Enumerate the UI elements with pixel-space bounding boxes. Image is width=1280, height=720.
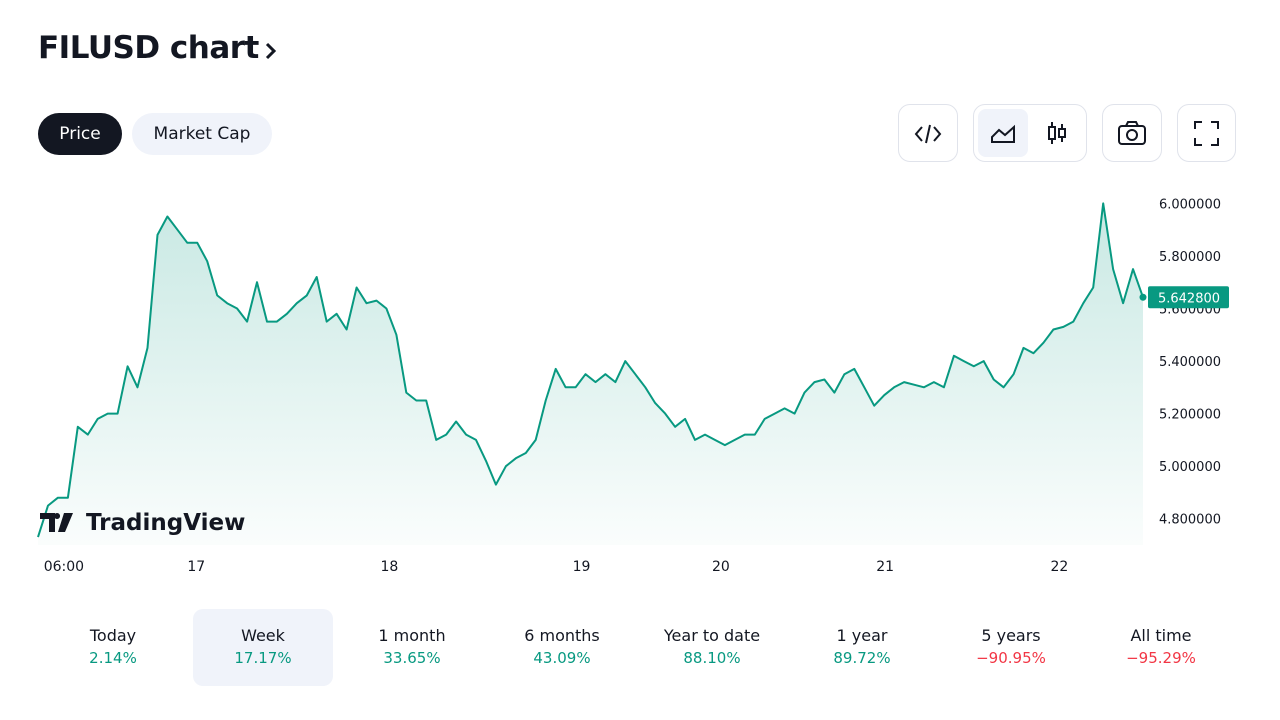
y-tick-label: 4.800000: [1159, 513, 1221, 528]
y-tick-label: 5.000000: [1159, 460, 1221, 475]
chevron: [265, 42, 276, 59]
x-tick-label: 19: [573, 559, 591, 575]
tab-market-cap[interactable]: Market Cap: [132, 113, 272, 155]
y-tick-label: 6.000000: [1159, 197, 1221, 212]
period-change: −95.29%: [1126, 649, 1196, 667]
period-change: −90.95%: [976, 649, 1046, 667]
period-label: 6 months: [524, 626, 600, 645]
area-style-button[interactable]: [978, 109, 1028, 157]
period-change: 2.14%: [89, 649, 137, 667]
period-label: Today: [89, 626, 137, 645]
x-tick-label: 06:00: [44, 559, 84, 575]
period-change: 88.10%: [683, 649, 741, 667]
last-price: 5.642800: [1139, 286, 1229, 309]
tradingview-logo: TradingView: [40, 510, 245, 536]
period-button[interactable]: All time −95.29%: [1091, 609, 1231, 686]
chart-style-group: [973, 104, 1087, 162]
period-label: 5 years: [981, 626, 1041, 645]
icon: [991, 124, 1015, 143]
x-tick-label: 21: [876, 559, 894, 575]
period-change: 89.72%: [833, 649, 891, 667]
period-button[interactable]: 6 months 43.09%: [492, 609, 632, 686]
icon: [1118, 121, 1146, 145]
area-fill: [38, 203, 1143, 545]
chart: 22 21 20 19 18 17 06:00 6.000000 5.800000 5.60000…: [37, 197, 1229, 575]
period-label: Year to date: [663, 626, 761, 645]
y-tick-label: 5.800000: [1159, 250, 1221, 265]
period-button[interactable]: Year to date 88.10%: [642, 609, 782, 686]
period-label: 1 month: [378, 626, 446, 645]
y-tick-label: 5.200000: [1159, 408, 1221, 423]
x-tick-label: 18: [380, 559, 398, 575]
title: FILUSD chart: [38, 30, 259, 66]
period-change: 17.17%: [234, 649, 292, 667]
icon: [1048, 122, 1066, 144]
fullscreen-button[interactable]: [1177, 104, 1236, 162]
icon: [914, 124, 942, 144]
last-price-tag: [1148, 286, 1229, 309]
watermark: TradingView: [86, 510, 245, 536]
last-price-dot: [1139, 293, 1147, 301]
period-button[interactable]: 5 years −90.95%: [941, 609, 1081, 686]
x-tick-label: 22: [1050, 559, 1068, 575]
period-button[interactable]: Week 17.17%: [193, 609, 333, 686]
period-change: 33.65%: [383, 649, 441, 667]
embed-button[interactable]: [898, 104, 958, 162]
last-price-label: 5.642800: [1158, 291, 1220, 306]
x-tick-label: 20: [712, 559, 730, 575]
y-tick-label: 5.600000: [1159, 303, 1221, 318]
period-label: All time: [1130, 626, 1192, 645]
period-label: Week: [241, 626, 285, 645]
period-button[interactable]: Today 2.14%: [43, 609, 183, 686]
price-line: [37, 202, 1144, 538]
period-change: 43.09%: [533, 649, 591, 667]
title-row[interactable]: FILUSD chart: [38, 30, 281, 66]
x-tick-label: 17: [187, 559, 205, 575]
y-tick-label: 5.400000: [1159, 355, 1221, 370]
period-label: 1 year: [836, 626, 888, 645]
tab-price[interactable]: Price: [38, 113, 122, 155]
period-button[interactable]: 1 year 89.72%: [792, 609, 932, 686]
period-button[interactable]: 1 month 33.65%: [342, 609, 482, 686]
snapshot-button[interactable]: [1102, 104, 1162, 162]
candle-style-button[interactable]: [1032, 109, 1082, 157]
icon: [1194, 121, 1219, 146]
